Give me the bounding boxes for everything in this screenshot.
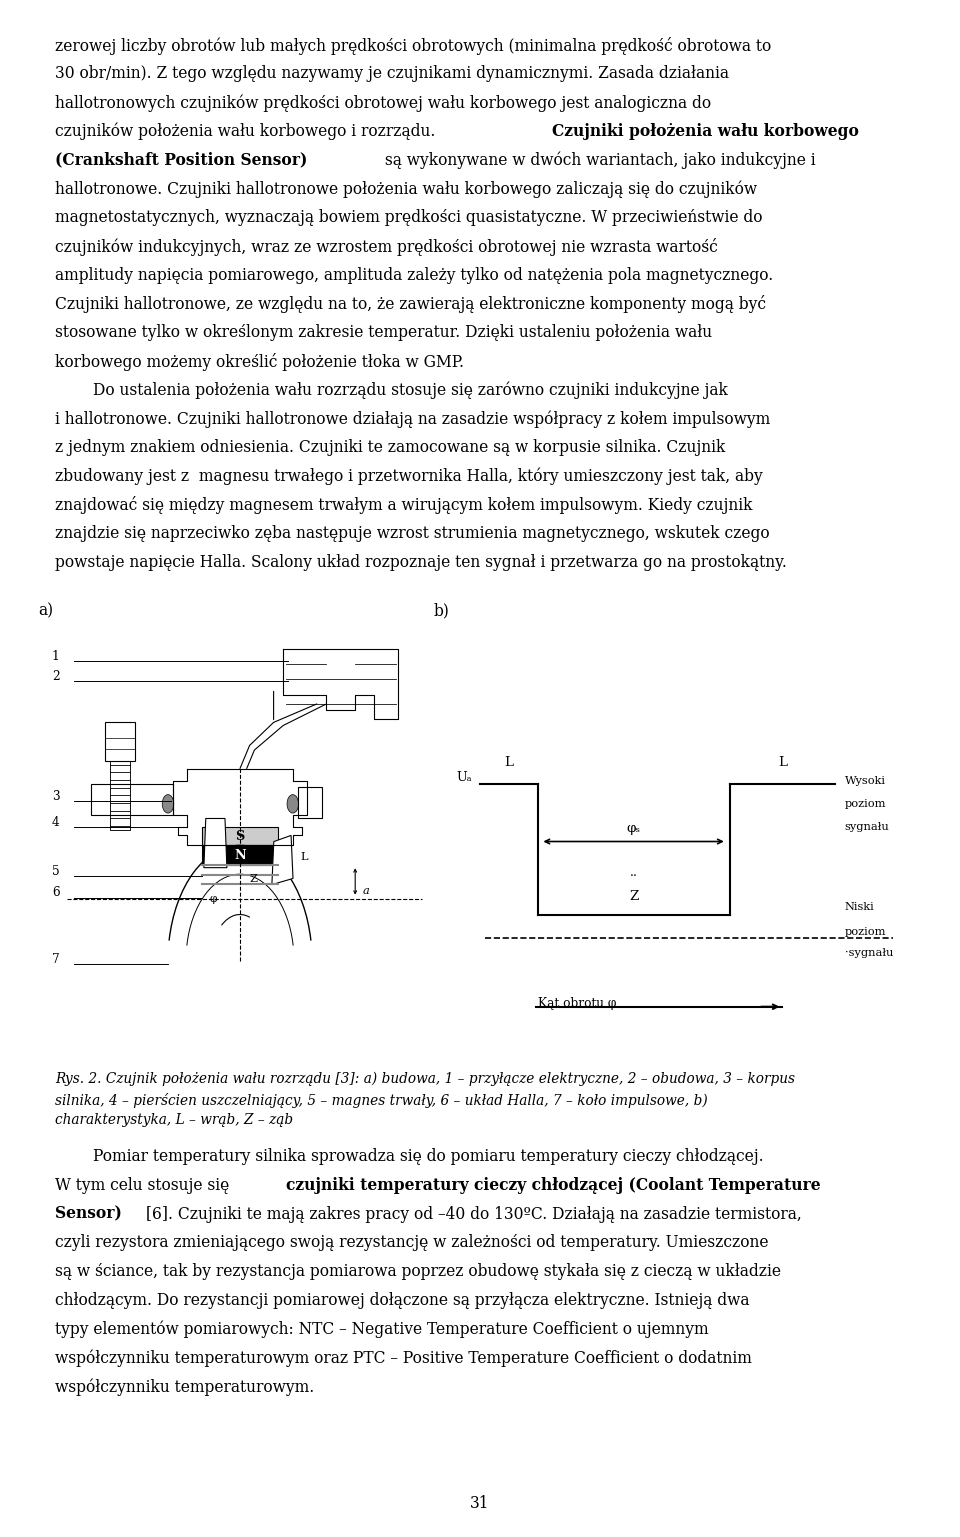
Text: z jednym znakiem odniesienia. Czujniki te zamocowane są w korpusie silnika. Czuj: z jednym znakiem odniesienia. Czujniki t… [55,440,725,456]
Text: Do ustalenia położenia wału rozrządu stosuje się zarówno czujniki indukcyjne jak: Do ustalenia położenia wału rozrządu sto… [93,381,728,400]
Text: czujniki temperatury cieczy chłodzącej (Coolant Temperature: czujniki temperatury cieczy chłodzącej (… [286,1177,821,1194]
Text: poziom: poziom [845,927,886,938]
Text: czujników położenia wału korbowego i rozrządu.: czujników położenia wału korbowego i roz… [55,123,440,140]
Text: czujników indukcyjnych, wraz ze wzrostem prędkości obrotowej nie wzrasta wartość: czujników indukcyjnych, wraz ze wzrostem… [55,238,717,255]
Text: Z: Z [250,875,257,884]
Text: 1: 1 [52,650,60,662]
Text: stosowane tylko w określonym zakresie temperatur. Dzięki ustaleniu położenia wał: stosowane tylko w określonym zakresie te… [55,324,712,341]
Text: i hallotronowe. Czujniki hallotronowe działają na zasadzie współpracy z kołem im: i hallotronowe. Czujniki hallotronowe dz… [55,410,770,427]
Text: [6]. Czujniki te mają zakres pracy od –40 do 130ºC. Działają na zasadzie termist: [6]. Czujniki te mają zakres pracy od –4… [141,1205,802,1222]
Text: są w ściance, tak by rezystancja pomiarowa poprzez obudowę stykała się z cieczą : są w ściance, tak by rezystancja pomiaro… [55,1263,780,1280]
Text: hallotronowych czujników prędkości obrotowej wału korbowego jest analogiczna do: hallotronowych czujników prędkości obrot… [55,94,710,112]
Text: amplitudy napięcia pomiarowego, amplituda zależy tylko od natężenia pola magnety: amplitudy napięcia pomiarowego, amplitud… [55,266,773,283]
Text: W tym celu stosuje się: W tym celu stosuje się [55,1177,234,1194]
Text: powstaje napięcie Halla. Scalony układ rozpoznaje ten sygnał i przetwarza go na : powstaje napięcie Halla. Scalony układ r… [55,553,786,570]
Text: Czujniki położenia wału korbowego: Czujniki położenia wału korbowego [552,123,858,140]
Text: N: N [234,848,246,862]
Text: 5: 5 [52,865,60,878]
Text: (Crankshaft Position Sensor): (Crankshaft Position Sensor) [55,152,307,169]
Bar [298,787,322,818]
Text: współczynniku temperaturowym oraz PTC – Positive Temperature Coefficient o dodat: współczynniku temperaturowym oraz PTC – … [55,1349,752,1366]
Text: Niski: Niski [845,902,875,913]
Text: a): a) [38,603,54,619]
Text: 4: 4 [52,816,60,828]
Circle shape [287,795,299,813]
Text: ··: ·· [630,870,637,882]
Text: są wykonywane w dwóch wariantach, jako indukcyjne i: są wykonywane w dwóch wariantach, jako i… [380,152,816,169]
Text: sygnału: sygnału [845,822,890,833]
Text: Czujniki hallotronowe, ze względu na to, że zawierają elektroniczne komponenty m: Czujniki hallotronowe, ze względu na to,… [55,295,766,314]
Polygon shape [204,819,227,868]
Text: Pomiar temperatury silnika sprowadza się do pomiaru temperatury cieczy chłodzące: Pomiar temperatury silnika sprowadza się… [93,1148,764,1165]
Text: zbudowany jest z  magnesu trwałego i przetwornika Halla, który umieszczony jest : zbudowany jest z magnesu trwałego i prze… [55,467,762,486]
Text: znajdować się między magnesem trwałym a wirującym kołem impulsowym. Kiedy czujni: znajdować się między magnesem trwałym a … [55,496,753,515]
Text: S: S [235,830,245,842]
Text: Sensor): Sensor) [55,1205,122,1222]
Text: magnetostatycznych, wyznaczają bowiem prędkości quasistatyczne. W przeciwieństwi: magnetostatycznych, wyznaczają bowiem pr… [55,209,762,226]
Text: ·sygnału: ·sygnału [845,948,893,959]
Bar [202,827,278,845]
Text: φ: φ [209,895,217,904]
Text: Z: Z [629,890,638,902]
Text: Kąt obrotu φ: Kąt obrotu φ [538,998,616,1010]
Text: czyli rezystora zmieniającego swoją rezystancję w zależności od temperatury. Umi: czyli rezystora zmieniającego swoją rezy… [55,1234,768,1251]
Text: 2: 2 [52,670,60,682]
Text: poziom: poziom [845,799,886,810]
Text: hallotronowe. Czujniki hallotronowe położenia wału korbowego zaliczają się do cz: hallotronowe. Czujniki hallotronowe poło… [55,180,756,198]
Text: charakterystyka, L – wrąb, Z – ząb: charakterystyka, L – wrąb, Z – ząb [55,1113,293,1127]
Bar [91,784,173,815]
Bar [110,761,130,830]
Text: a: a [363,887,370,896]
Text: korbowego możemy określić położenie tłoka w GMP.: korbowego możemy określić położenie tłok… [55,354,464,370]
Text: Rys. 2. Czujnik położenia wału rozrządu [3]: a) budowa, 1 – przyłącze elektryczn: Rys. 2. Czujnik położenia wału rozrządu … [55,1071,795,1085]
Text: chłodzącym. Do rezystancji pomiarowej dołączone są przyłącza elektryczne. Istnie: chłodzącym. Do rezystancji pomiarowej do… [55,1291,749,1310]
Text: b): b) [434,603,450,619]
Text: L: L [778,756,787,768]
Text: φₛ: φₛ [627,822,640,836]
Text: 7: 7 [52,953,60,965]
Text: Uₐ: Uₐ [457,772,472,784]
Text: 6: 6 [52,887,60,899]
Text: współczynniku temperaturowym.: współczynniku temperaturowym. [55,1379,314,1396]
Text: znajdzie się naprzeciwko zęba następuje wzrost strumienia magnetycznego, wskutek: znajdzie się naprzeciwko zęba następuje … [55,526,769,543]
Text: Wysoki: Wysoki [845,776,886,787]
Polygon shape [272,836,293,885]
Text: 31: 31 [470,1494,490,1512]
Text: 3: 3 [52,790,60,802]
Text: zerowej liczby obrotów lub małych prędkości obrotowych (minimalna prędkość obrot: zerowej liczby obrotów lub małych prędko… [55,37,771,55]
Bar [202,845,278,865]
Circle shape [162,795,174,813]
Text: typy elementów pomiarowych: NTC – Negative Temperature Coefficient o ujemnym: typy elementów pomiarowych: NTC – Negati… [55,1320,708,1339]
Text: L: L [504,756,514,768]
Text: 30 obr/min). Z tego względu nazywamy je czujnikami dynamicznymi. Zasada działani: 30 obr/min). Z tego względu nazywamy je … [55,65,729,83]
Text: L: L [300,851,308,862]
Text: silnika, 4 – pierścien uszczelniający, 5 – magnes trwały, 6 – układ Halla, 7 – k: silnika, 4 – pierścien uszczelniający, 5… [55,1093,708,1108]
